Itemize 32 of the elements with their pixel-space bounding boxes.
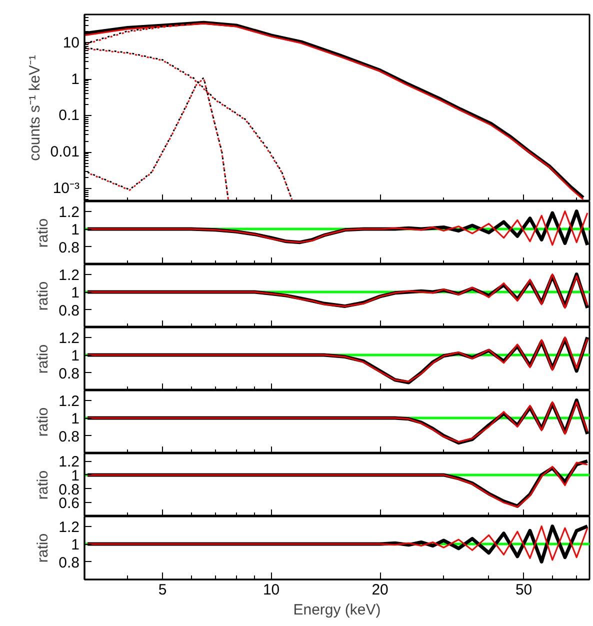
x-tick-label: 5 (158, 582, 167, 598)
y-tick-label: 1 (71, 284, 80, 302)
y-axis-title: counts s⁻¹ keV⁻¹ (26, 55, 44, 161)
y-axis-title: ratio (34, 407, 52, 437)
y-tick-label: 0.8 (58, 239, 80, 256)
y-tick-label: 0.8 (58, 428, 80, 446)
y-tick-label: 0.01 (50, 144, 80, 161)
x-tick-label: 20 (372, 582, 388, 598)
y-axis-title: ratio (34, 533, 52, 563)
y-axis-title: ratio (34, 470, 52, 500)
y-axis-title: ratio (34, 218, 52, 248)
x-axis-title: Energy (keV) (293, 602, 381, 618)
y-tick-label: 1 (71, 222, 80, 239)
y-tick-label: 1.2 (58, 204, 80, 221)
y-tick-label: 0.8 (58, 302, 80, 320)
y-tick-label: 0.8 (58, 554, 80, 572)
x-tick-label: 10 (262, 582, 280, 598)
y-tick-label: 1 (71, 70, 80, 88)
y-tick-label: 1 (71, 348, 80, 365)
y-tick-label: 1.2 (58, 518, 80, 536)
x-tick-label: 50 (515, 582, 532, 598)
y-tick-label: 1 (71, 410, 80, 428)
y-tick-label: 10⁻³ (52, 180, 80, 198)
y-tick-label: 1 (71, 536, 80, 554)
y-tick-label: 0.8 (58, 365, 80, 382)
y-tick-label: 0.1 (58, 107, 80, 124)
y-tick-label: 10 (62, 34, 80, 52)
y-axis-title: ratio (34, 344, 52, 374)
y-tick-label: 1.2 (58, 266, 80, 284)
y-tick-label: 1.2 (58, 330, 80, 347)
y-axis-title: ratio (34, 281, 52, 311)
y-tick-label: 1.2 (58, 392, 80, 410)
